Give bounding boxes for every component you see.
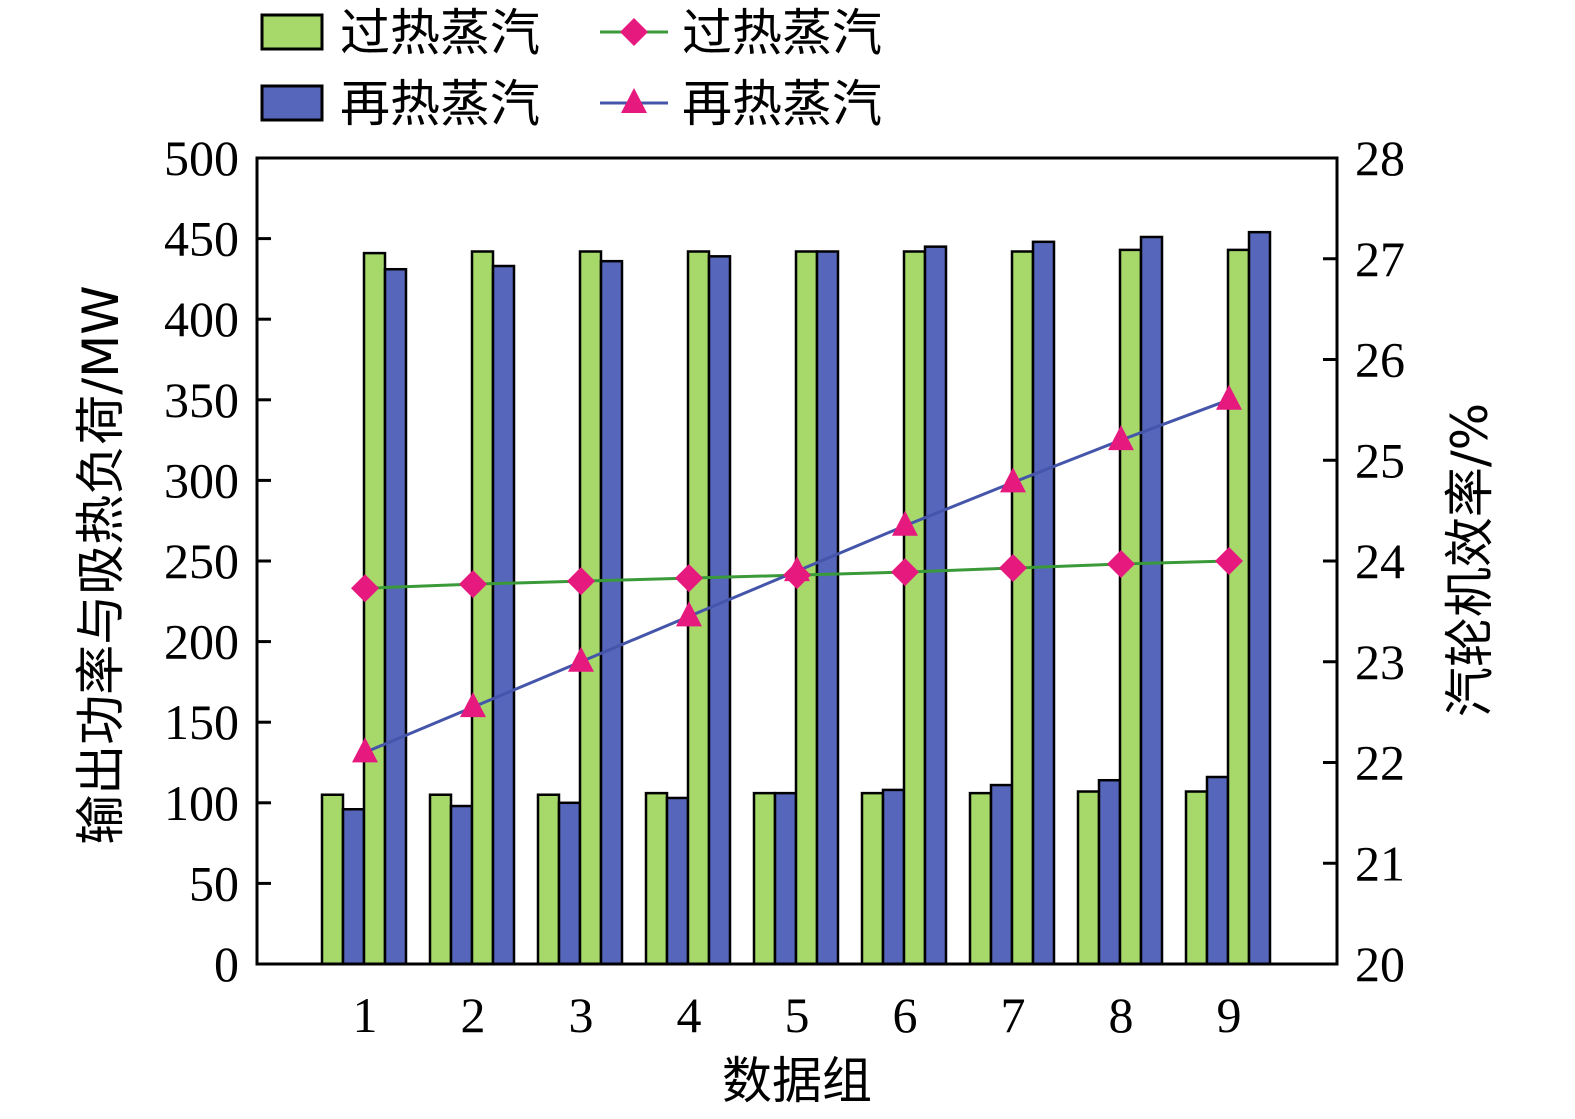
bar-superheated-high bbox=[470, 250, 495, 966]
bar-superheated-low bbox=[644, 791, 669, 966]
marker-layer bbox=[351, 384, 1243, 763]
marker-diamond bbox=[351, 574, 379, 603]
right-tick-label: 22 bbox=[1355, 735, 1405, 791]
marker-diamond bbox=[459, 570, 487, 599]
left-tick-label: 200 bbox=[164, 614, 239, 670]
left-axis-title: 输出功率与吸热负荷/MW bbox=[72, 285, 130, 844]
bar-superheated-low bbox=[428, 793, 453, 966]
x-tick-label: 5 bbox=[785, 987, 810, 1043]
bar-reheat-low bbox=[989, 783, 1014, 966]
marker-diamond bbox=[567, 567, 595, 596]
left-tick-label: 100 bbox=[164, 775, 239, 831]
bar-reheat-high bbox=[491, 264, 516, 966]
bar-reheat-high bbox=[707, 255, 732, 966]
right-tick-label: 26 bbox=[1355, 332, 1405, 388]
x-tick-label: 4 bbox=[677, 987, 702, 1043]
bar-reheat-high bbox=[599, 259, 624, 966]
bar-superheated-high bbox=[1226, 248, 1251, 966]
bar-reheat-low bbox=[449, 804, 474, 966]
marker-triangle bbox=[1000, 467, 1026, 493]
right-tick-label: 28 bbox=[1355, 130, 1405, 186]
marker-diamond bbox=[999, 554, 1027, 583]
left-tick-label: 350 bbox=[164, 372, 239, 428]
bar-superheated-low bbox=[1184, 790, 1209, 966]
right-tick-label: 24 bbox=[1355, 533, 1405, 589]
bar-reheat-low bbox=[557, 801, 582, 966]
marker-diamond bbox=[1107, 550, 1135, 579]
marker-triangle bbox=[1216, 384, 1242, 410]
right-tick-label: 21 bbox=[1355, 835, 1405, 891]
bar-reheat-low bbox=[665, 796, 690, 966]
legend-label-bar-superheated: 过热蒸汽 bbox=[340, 4, 540, 62]
bar-reheat-high bbox=[1247, 230, 1272, 966]
bar-superheated-high bbox=[1010, 250, 1035, 966]
bar-reheat-high bbox=[383, 267, 408, 966]
left-tick-label: 300 bbox=[164, 452, 239, 508]
x-tick-label: 2 bbox=[461, 987, 486, 1043]
x-tick-label: 6 bbox=[893, 987, 918, 1043]
x-axis: 1 2 3 4 5 6 7 8 9 bbox=[353, 987, 1242, 1043]
bar-layer bbox=[320, 230, 1272, 966]
marker-triangle bbox=[352, 737, 378, 763]
bar-superheated-low bbox=[968, 791, 993, 966]
bar-reheat-low bbox=[1205, 775, 1230, 966]
bar-superheated-high bbox=[794, 250, 819, 966]
marker-triangle bbox=[676, 601, 702, 627]
marker-triangle bbox=[460, 692, 486, 718]
legend-swatch-bar-superheated bbox=[260, 13, 324, 51]
marker-triangle bbox=[568, 646, 594, 672]
left-tick-label: 450 bbox=[164, 211, 239, 267]
bar-reheat-low bbox=[773, 791, 798, 966]
left-tick-label: 250 bbox=[164, 533, 239, 589]
left-tick-label: 150 bbox=[164, 694, 239, 750]
right-tick-label: 27 bbox=[1355, 231, 1405, 287]
bar-reheat-low bbox=[341, 807, 366, 966]
bar-reheat-high bbox=[1139, 235, 1164, 966]
legend-label-line-superheated: 过热蒸汽 bbox=[682, 4, 882, 62]
left-tick-label: 500 bbox=[164, 130, 239, 186]
marker-triangle bbox=[784, 556, 810, 582]
marker-diamond bbox=[1215, 547, 1243, 575]
bar-superheated-high bbox=[578, 250, 603, 966]
left-tick-label: 400 bbox=[164, 291, 239, 347]
legend-swatch-bar-reheat bbox=[260, 84, 324, 122]
right-tick-label: 25 bbox=[1355, 432, 1405, 488]
bar-reheat-high bbox=[815, 250, 840, 966]
bar-superheated-low bbox=[320, 793, 345, 966]
left-tick-label: 0 bbox=[214, 936, 239, 992]
bar-superheated-low bbox=[1076, 790, 1101, 966]
left-tick-label: 50 bbox=[189, 855, 239, 911]
right-axis: 20 21 22 23 24 25 26 27 28 bbox=[1323, 130, 1405, 992]
bar-reheat-high bbox=[1031, 240, 1056, 966]
bar-superheated-low bbox=[860, 791, 885, 966]
marker-triangle bbox=[1108, 425, 1134, 451]
bar-reheat-high bbox=[923, 245, 948, 966]
right-axis-title: 汽轮机效率/% bbox=[1441, 403, 1499, 717]
x-axis-title: 数据组 bbox=[722, 1052, 872, 1110]
marker-triangle bbox=[892, 510, 918, 536]
bar-superheated-high bbox=[1118, 248, 1143, 966]
marker-diamond bbox=[891, 558, 919, 587]
right-tick-label: 23 bbox=[1355, 634, 1405, 690]
bar-superheated-low bbox=[536, 793, 561, 966]
legend-label-line-reheat: 再热蒸汽 bbox=[682, 75, 882, 133]
marker-diamond bbox=[675, 564, 703, 593]
x-tick-label: 8 bbox=[1109, 987, 1134, 1043]
legend-marker-diamond-icon bbox=[620, 18, 648, 46]
right-tick-label: 20 bbox=[1355, 936, 1405, 992]
bar-reheat-low bbox=[1097, 778, 1122, 966]
x-tick-label: 1 bbox=[353, 987, 378, 1043]
x-tick-label: 9 bbox=[1217, 987, 1242, 1043]
bar-reheat-low bbox=[881, 788, 906, 966]
bar-superheated-high bbox=[362, 251, 387, 966]
x-tick-label: 7 bbox=[1001, 987, 1026, 1043]
legend-marker-triangle-icon bbox=[621, 88, 647, 113]
x-tick-label: 3 bbox=[569, 987, 594, 1043]
legend-label-bar-reheat: 再热蒸汽 bbox=[340, 75, 540, 133]
legend: 过热蒸汽 过热蒸汽 再热蒸汽 再热蒸汽 bbox=[260, 4, 882, 133]
left-axis: 0 50 100 150 200 250 300 350 400 450 500 bbox=[164, 130, 271, 992]
bar-superheated-high bbox=[902, 250, 927, 966]
bar-superheated-low bbox=[752, 791, 777, 966]
